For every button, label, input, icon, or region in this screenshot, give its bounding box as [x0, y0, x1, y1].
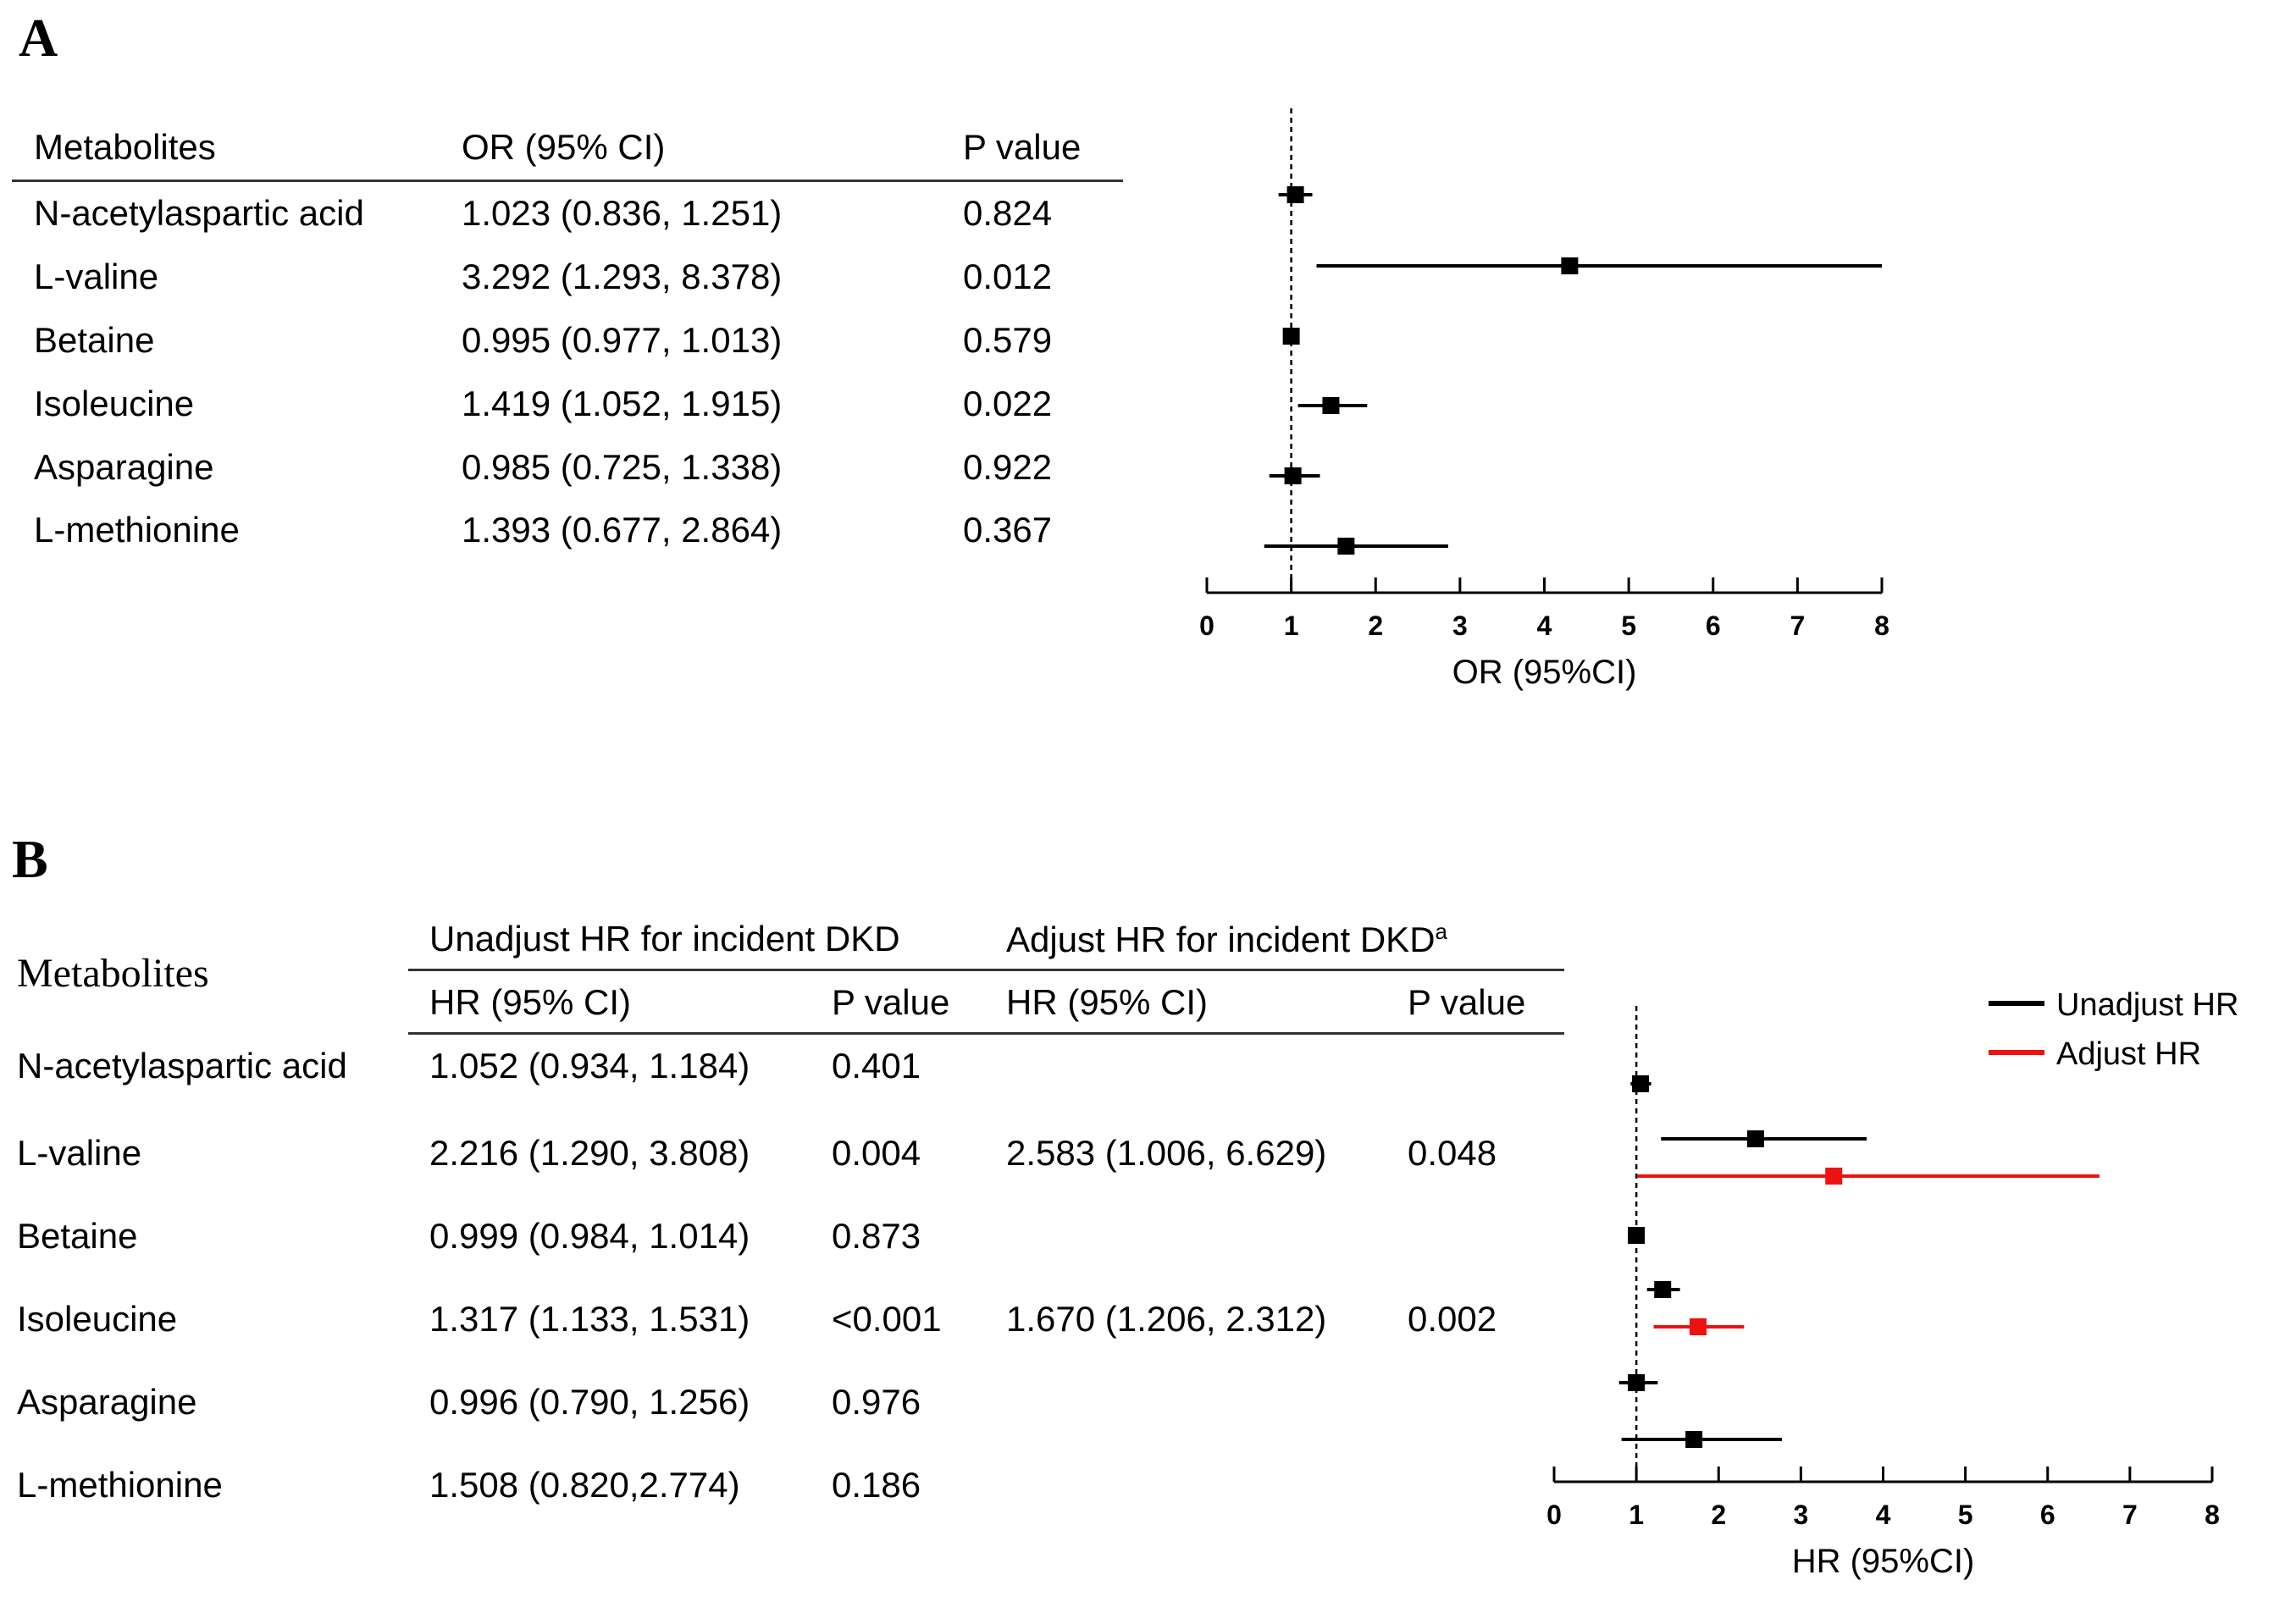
row-unadjust-ci: 0.996 (0.790, 1.256)	[429, 1382, 750, 1422]
row-unadjust-ci: 0.999 (0.984, 1.014)	[429, 1216, 750, 1256]
point-marker	[1561, 257, 1579, 274]
point-marker	[1337, 538, 1355, 555]
row-p: 0.022	[963, 384, 1053, 423]
row-adjust-p: 0.002	[1408, 1299, 1497, 1339]
row-unadjust-ci: 1.508 (0.820,2.774)	[429, 1465, 740, 1505]
header-rule	[12, 180, 1123, 182]
point-marker	[1654, 1281, 1672, 1298]
x-axis-title: HR (95%CI)	[1792, 1543, 1975, 1580]
row-name: L-valine	[17, 1133, 142, 1173]
x-tick-label: 6	[1706, 610, 1721, 641]
row-name: Betaine	[34, 320, 155, 360]
row-name: N-acetylaspartic acid	[34, 193, 364, 233]
row-name: Asparagine	[34, 447, 214, 487]
sub-header-hr-adjust: HR (95% CI)	[1006, 982, 1209, 1022]
sub-header-hr-unadjust: HR (95% CI)	[429, 982, 632, 1022]
row-unadjust-p: 0.004	[832, 1133, 921, 1173]
panel-a-label: A	[19, 8, 58, 68]
point-marker	[1825, 1168, 1843, 1185]
row-adjust-ci: 1.670 (1.206, 2.312)	[1006, 1299, 1327, 1339]
x-tick-label: 5	[1958, 1500, 1973, 1530]
point-marker	[1628, 1374, 1646, 1391]
row-name: L-methionine	[34, 510, 240, 550]
x-tick-label: 1	[1629, 1500, 1644, 1530]
row-name: L-valine	[34, 257, 159, 296]
x-tick-label: 0	[1199, 610, 1214, 641]
point-marker	[1322, 397, 1340, 414]
footnote-marker: a	[1435, 919, 1447, 944]
x-tick-label: 7	[2122, 1500, 2138, 1530]
row-unadjust-p: 0.401	[832, 1046, 921, 1085]
row-name: L-methionine	[17, 1465, 223, 1505]
point-marker	[1631, 1075, 1649, 1092]
row-p: 0.367	[963, 510, 1053, 550]
x-tick-label: 8	[1874, 610, 1889, 641]
row-unadjust-ci: 2.216 (1.290, 3.808)	[429, 1133, 750, 1173]
legend-label: Unadjust HR	[2056, 987, 2238, 1023]
point-marker	[1685, 1431, 1703, 1448]
row-p: 0.579	[963, 320, 1053, 360]
point-marker	[1284, 467, 1302, 484]
group-header-rule	[408, 969, 1564, 971]
legend-label: Adjust HR	[2056, 1036, 2201, 1072]
row-p: 0.824	[963, 193, 1053, 233]
row-adjust-ci: 2.583 (1.006, 6.629)	[1006, 1133, 1327, 1173]
row-ci: 1.393 (0.677, 2.864)	[462, 510, 783, 550]
row-ci: 3.292 (1.293, 8.378)	[462, 257, 783, 296]
row-name: Isoleucine	[17, 1299, 178, 1339]
row-unadjust-p: 0.873	[832, 1216, 921, 1256]
col-header-metabolites: Metabolites	[34, 127, 216, 167]
sub-header-p-unadjust: P value	[832, 982, 950, 1022]
row-ci: 1.023 (0.836, 1.251)	[462, 193, 783, 233]
row-unadjust-p: <0.001	[832, 1299, 942, 1339]
point-marker	[1286, 186, 1304, 203]
point-marker	[1746, 1130, 1764, 1147]
x-tick-label: 1	[1284, 610, 1299, 641]
col-header-p-value: P value	[963, 127, 1082, 167]
row-name: Asparagine	[17, 1382, 197, 1422]
sub-header-p-adjust: P value	[1408, 982, 1526, 1022]
x-tick-label: 0	[1546, 1500, 1562, 1530]
row-adjust-p: 0.048	[1408, 1133, 1497, 1173]
row-ci: 1.419 (1.052, 1.915)	[462, 384, 783, 423]
col-header-or: OR (95% CI)	[462, 127, 666, 167]
point-marker	[1282, 328, 1300, 345]
row-ci: 0.995 (0.977, 1.013)	[462, 320, 783, 360]
group-header-adjust: Adjust HR for incident DKDa	[1006, 919, 1447, 959]
x-tick-label: 4	[1537, 610, 1552, 641]
x-tick-label: 4	[1876, 1500, 1891, 1530]
row-name: Isoleucine	[34, 384, 195, 423]
x-tick-label: 2	[1368, 610, 1383, 641]
sub-header-rule	[408, 1032, 1564, 1035]
x-tick-label: 7	[1790, 610, 1805, 641]
group-header-unadjust: Unadjust HR for incident DKD	[429, 919, 900, 958]
panel-b-label: B	[12, 829, 48, 889]
row-ci: 0.985 (0.725, 1.338)	[462, 447, 783, 487]
row-unadjust-p: 0.186	[832, 1465, 921, 1505]
row-p: 0.012	[963, 257, 1053, 296]
x-tick-label: 5	[1621, 610, 1636, 641]
col-header-metabolites: Metabolites	[17, 951, 209, 996]
row-p: 0.922	[963, 447, 1053, 487]
row-unadjust-ci: 1.052 (0.934, 1.184)	[429, 1046, 750, 1085]
x-axis-title: OR (95%CI)	[1452, 654, 1637, 691]
row-unadjust-ci: 1.317 (1.133, 1.531)	[429, 1299, 750, 1339]
x-tick-label: 6	[2040, 1500, 2055, 1530]
x-tick-label: 2	[1711, 1500, 1726, 1530]
row-unadjust-p: 0.976	[832, 1382, 921, 1422]
row-name: Betaine	[17, 1216, 138, 1256]
x-tick-label: 3	[1452, 610, 1468, 641]
x-tick-label: 3	[1793, 1500, 1808, 1530]
row-name: N-acetylaspartic acid	[17, 1046, 347, 1085]
point-marker	[1628, 1227, 1646, 1244]
x-tick-label: 8	[2205, 1500, 2220, 1530]
point-marker	[1689, 1318, 1707, 1335]
